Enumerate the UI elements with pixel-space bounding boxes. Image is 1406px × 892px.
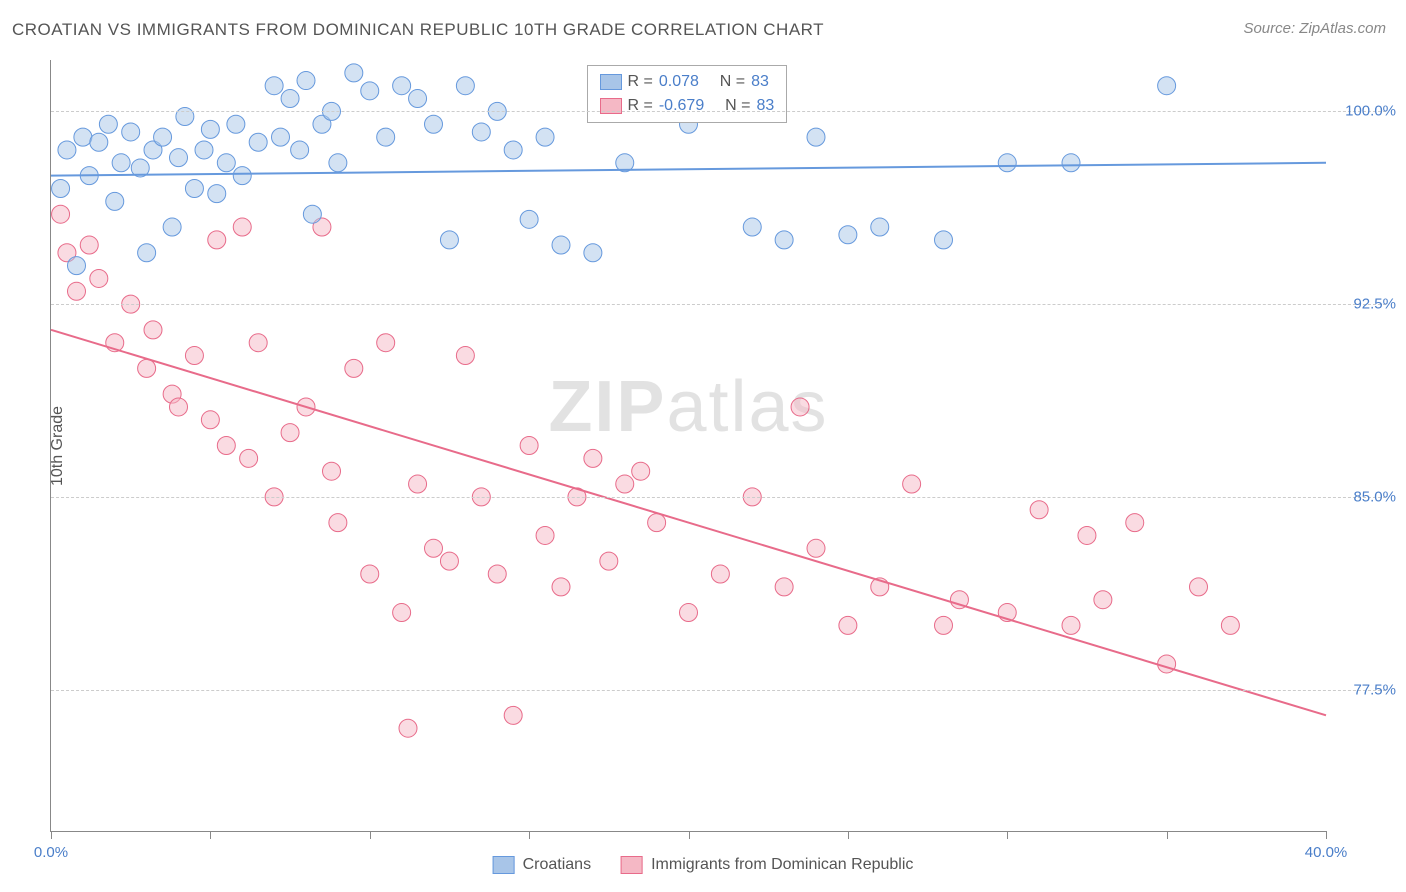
r-label: R = [628, 70, 653, 94]
r-value-croatians: 0.078 [659, 70, 699, 94]
legend-item-dominican: Immigrants from Dominican Republic [621, 856, 913, 874]
plot-area: ZIPatlas R = 0.078 N = 83 R = -0.679 N =… [50, 60, 1326, 832]
n-value-croatians: 83 [751, 70, 769, 94]
legend-swatch-dominican-icon [621, 856, 643, 874]
chart-container: CROATIAN VS IMMIGRANTS FROM DOMINICAN RE… [0, 0, 1406, 892]
scatter-svg [51, 60, 1326, 831]
n-label: N = [725, 94, 750, 118]
chart-title: CROATIAN VS IMMIGRANTS FROM DOMINICAN RE… [12, 20, 824, 40]
n-value-dominican: 83 [756, 94, 774, 118]
series-legend: Croatians Immigrants from Dominican Repu… [493, 856, 914, 874]
legend-label-dominican: Immigrants from Dominican Republic [651, 856, 913, 874]
n-label: N = [720, 70, 745, 94]
legend-swatch-croatians [600, 74, 622, 90]
legend-item-croatians: Croatians [493, 856, 591, 874]
legend-swatch-croatians-icon [493, 856, 515, 874]
r-label: R = [628, 94, 653, 118]
source-attribution: Source: ZipAtlas.com [1243, 20, 1386, 37]
legend-label-croatians: Croatians [523, 856, 591, 874]
correlation-legend: R = 0.078 N = 83 R = -0.679 N = 83 [587, 65, 788, 123]
r-value-dominican: -0.679 [659, 94, 704, 118]
